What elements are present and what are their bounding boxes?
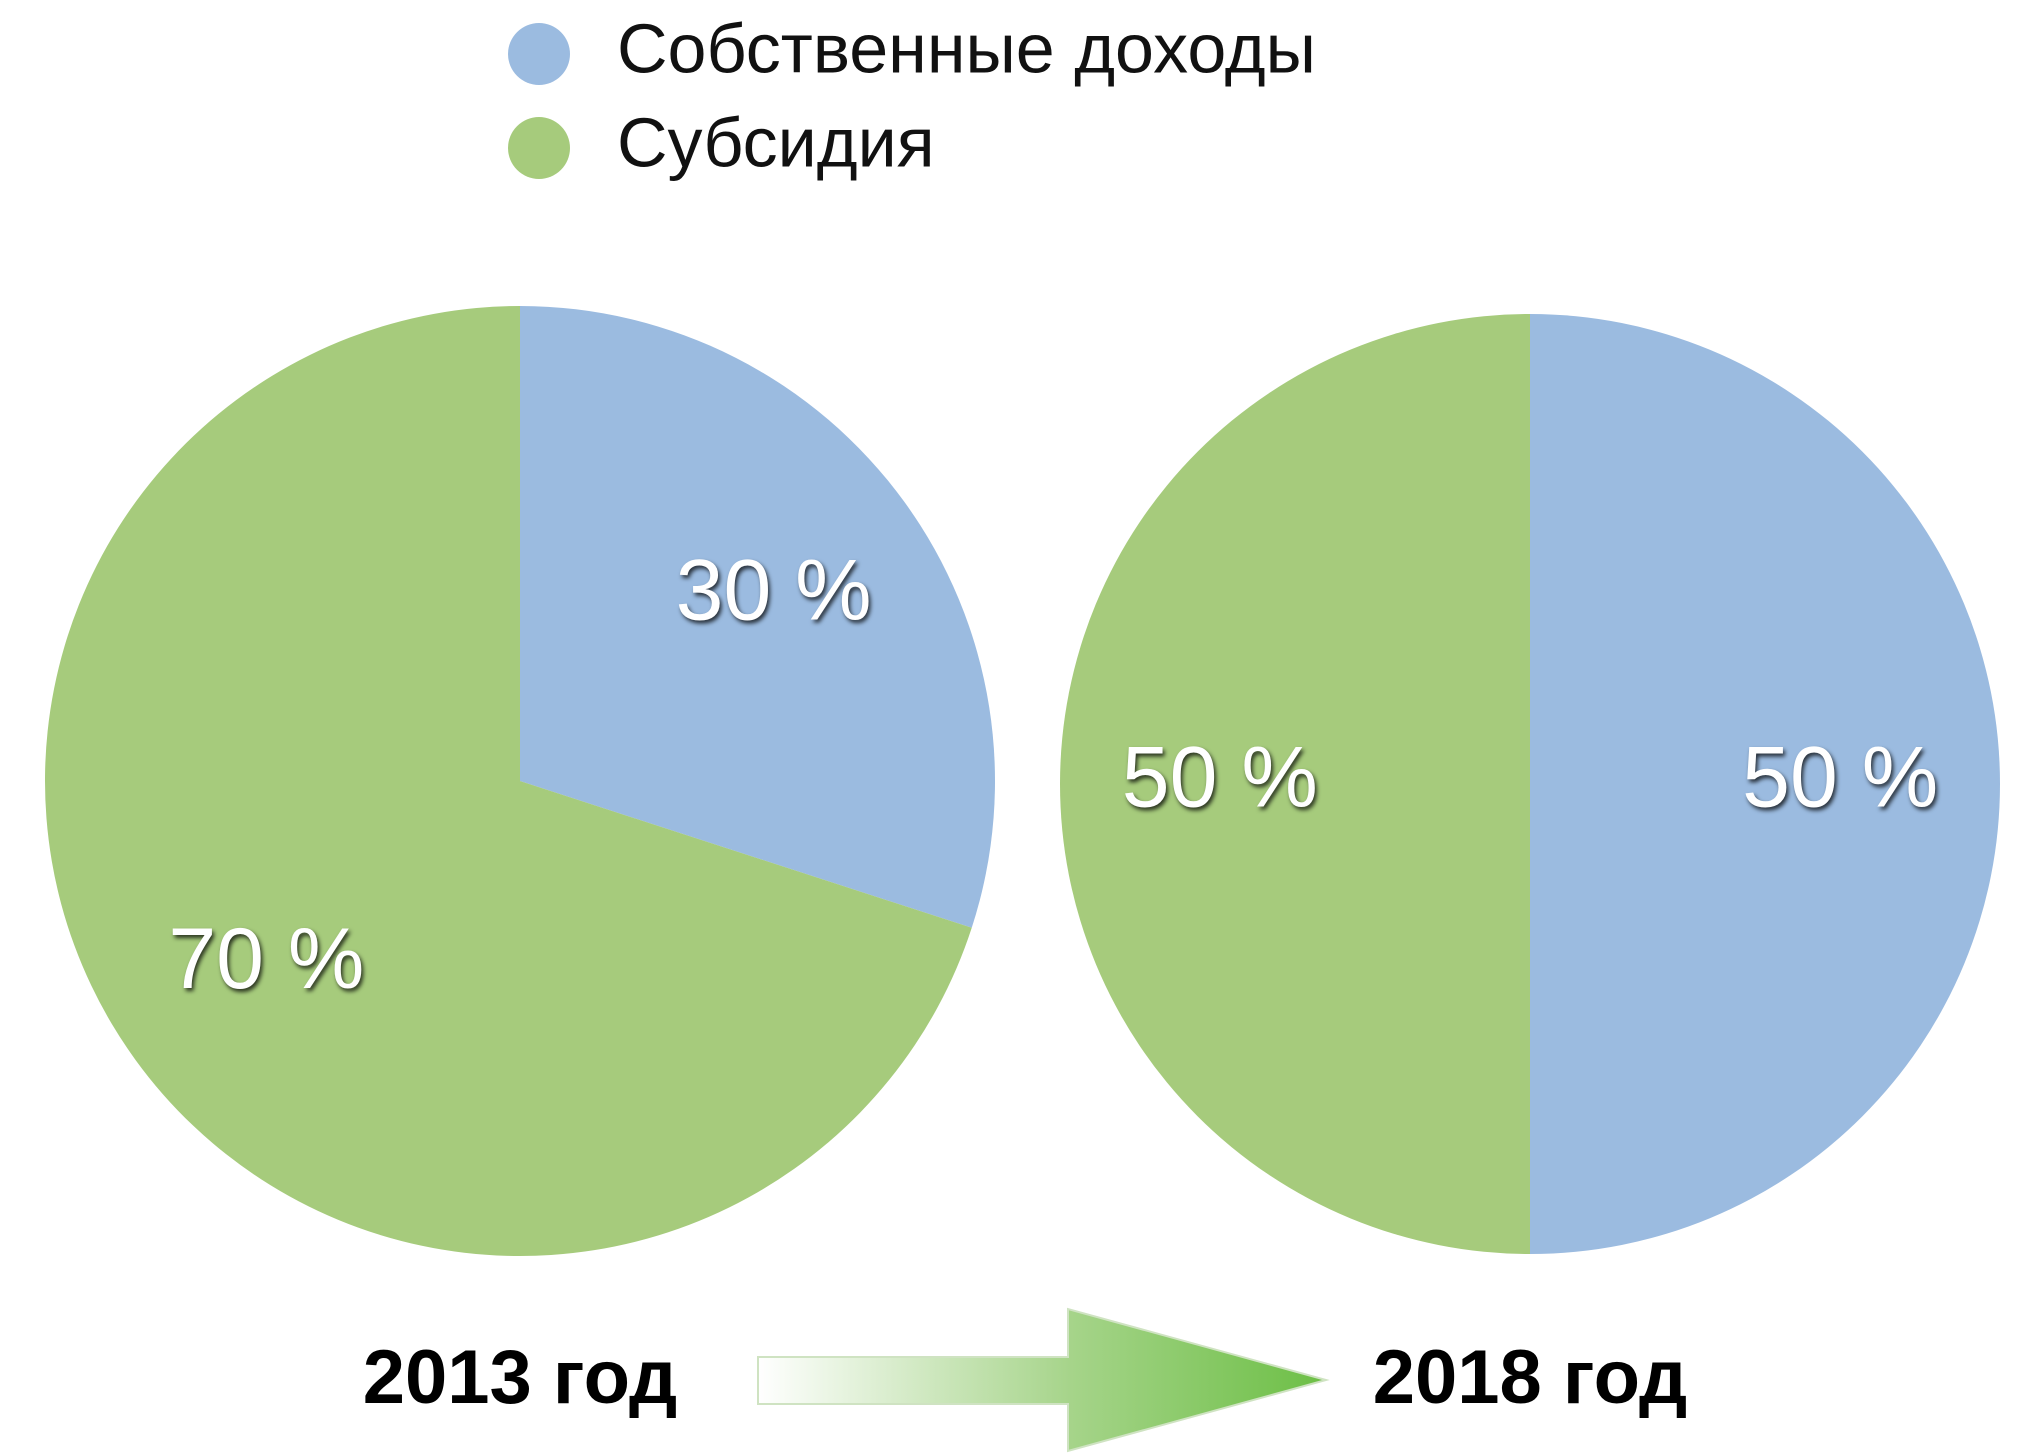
pie-slice [520,306,995,928]
pie-title: 2018 год [1373,1335,1688,1420]
arrow [757,1307,1330,1453]
legend-label: Субсидия [617,103,935,181]
legend-swatch [508,117,570,179]
legend-swatch [508,23,570,85]
slice-label: 70 % [168,911,364,1007]
pie-slice [44,306,972,1256]
slice-label: 30 % [676,542,872,638]
pie-slice [1060,314,1530,1254]
slice-label: 50 % [1742,730,1938,826]
legend-label: Собственные доходы [617,9,1316,87]
pie-slice [1530,314,2000,1254]
slice-label: 50 % [1122,730,1318,826]
pie-title: 2013 год [363,1335,678,1420]
